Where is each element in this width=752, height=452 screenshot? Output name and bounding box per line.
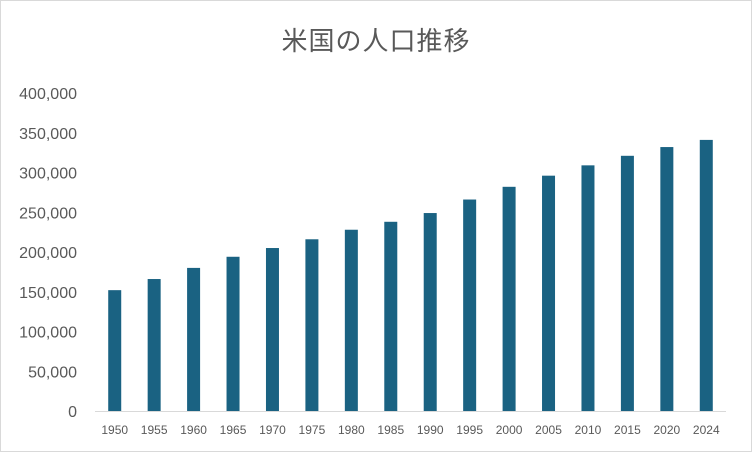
x-tick-label: 1985 (377, 423, 404, 437)
y-tick-label: 100,000 (19, 325, 77, 342)
x-tick-label: 2005 (535, 423, 562, 437)
x-tick-label: 2015 (614, 423, 641, 437)
y-tick-label: 0 (68, 404, 77, 421)
x-tick-label: 1960 (180, 423, 207, 437)
bar-2010 (581, 165, 595, 411)
x-tick-label: 2010 (575, 423, 602, 437)
x-tick-label: 1990 (417, 423, 444, 437)
x-tick-label: 2024 (693, 423, 720, 437)
bar-2000 (502, 186, 516, 411)
y-tick-label: 200,000 (19, 245, 77, 262)
bar-1960 (187, 267, 201, 411)
bar-1985 (384, 221, 398, 411)
x-tick-label: 1995 (456, 423, 483, 437)
bar-1995 (463, 199, 477, 411)
bar-2015 (620, 155, 634, 411)
y-tick-label: 300,000 (19, 166, 77, 183)
x-tick-label: 1950 (101, 423, 128, 437)
bar-1970 (265, 248, 279, 411)
bar-2020 (660, 147, 674, 411)
x-tick-label: 1975 (299, 423, 326, 437)
bar-1965 (226, 256, 240, 411)
bar-2005 (542, 175, 556, 411)
x-tick-label: 1970 (259, 423, 286, 437)
bar-2024 (699, 139, 713, 411)
y-tick-label: 250,000 (19, 205, 77, 222)
x-tick-label: 1965 (220, 423, 247, 437)
chart-title: 米国の人口推移 (281, 27, 471, 57)
x-tick-label: 2000 (496, 423, 523, 437)
bar-1975 (305, 239, 319, 411)
y-tick-label: 150,000 (19, 285, 77, 302)
bar-1955 (147, 279, 161, 411)
bar-1990 (423, 213, 437, 411)
bar-1950 (108, 290, 122, 411)
y-tick-label: 50,000 (28, 364, 77, 381)
y-tick-label: 350,000 (19, 126, 77, 143)
bar-1980 (344, 229, 358, 411)
x-tick-label: 2020 (653, 423, 680, 437)
x-tick-label: 1980 (338, 423, 365, 437)
y-tick-label: 400,000 (19, 86, 77, 103)
x-tick-label: 1955 (141, 423, 168, 437)
